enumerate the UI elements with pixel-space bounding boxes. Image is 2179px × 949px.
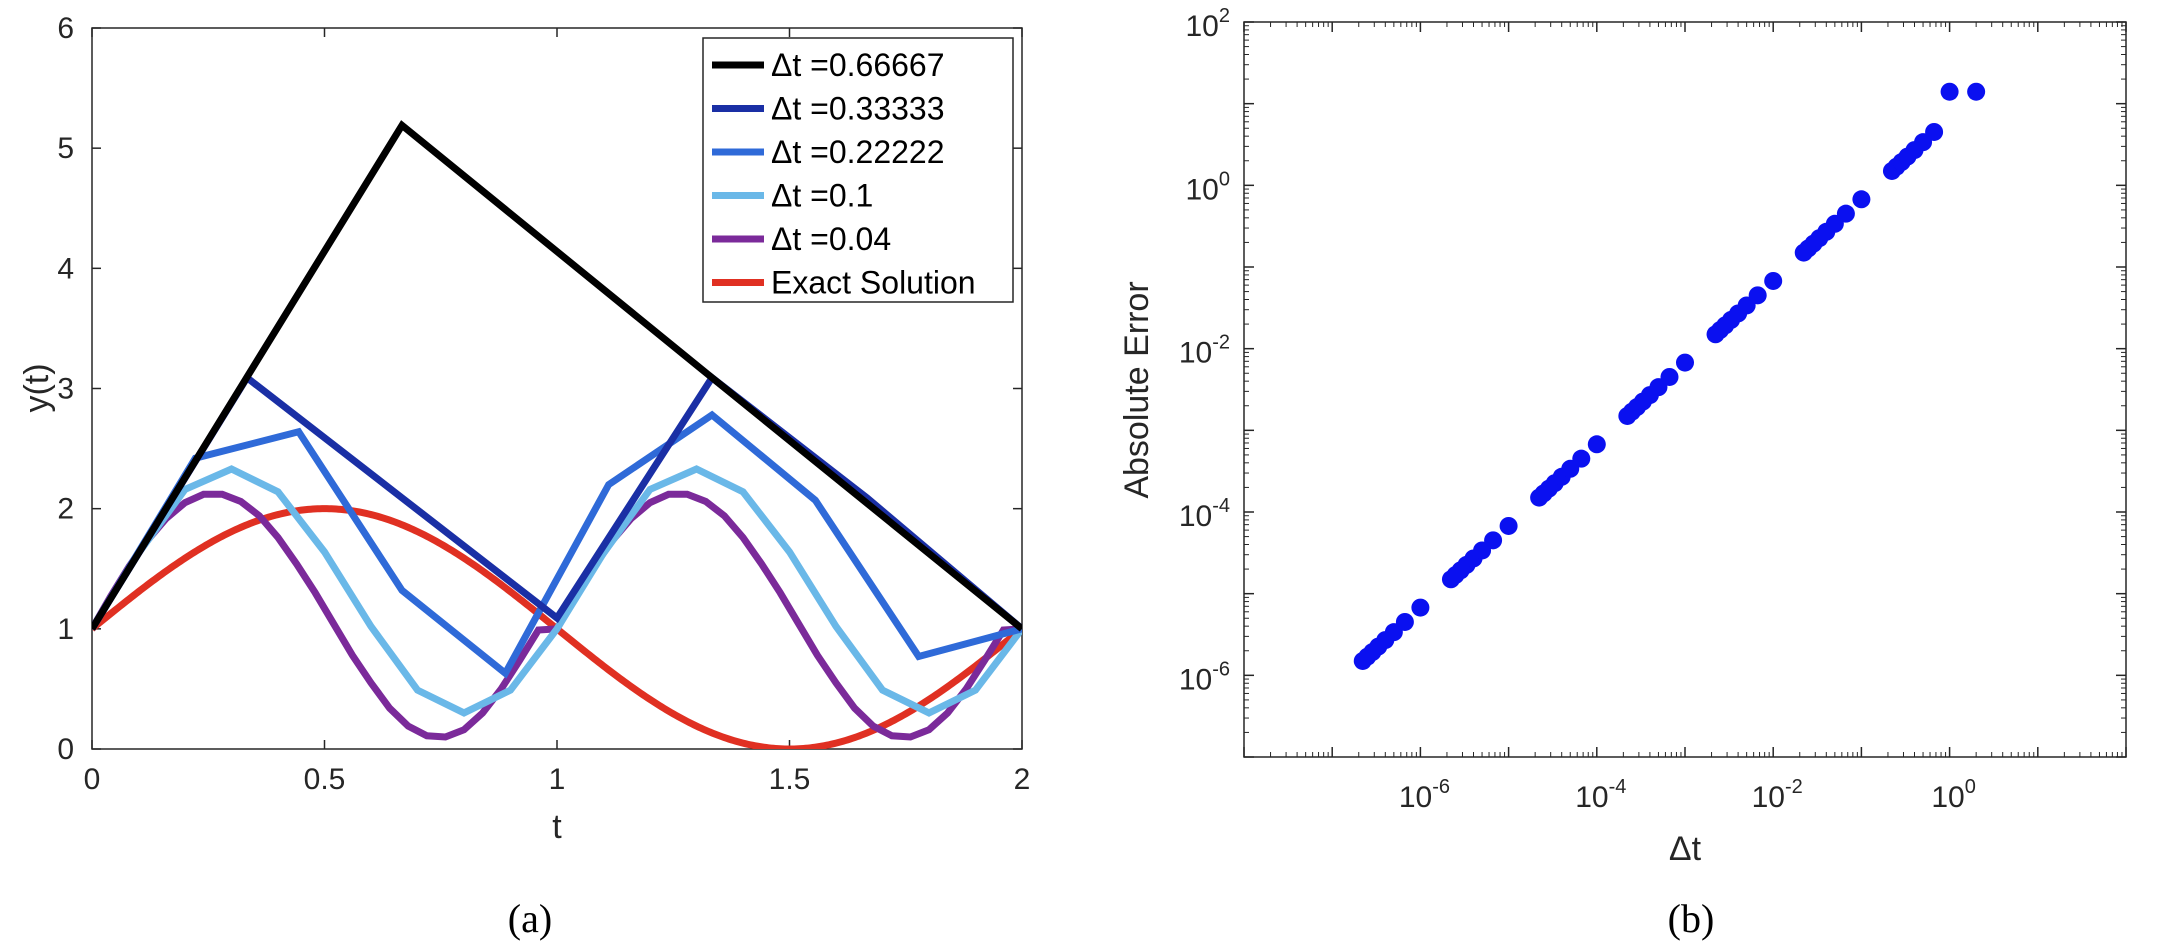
y-tick-label: 10-2 — [1179, 332, 1230, 370]
panel-a-ticks: 0 0.5 1 1.5 2 0 1 2 3 4 5 6 — [57, 12, 1030, 796]
tick-base: 10 — [1931, 781, 1964, 814]
scatter-point — [1967, 82, 1986, 101]
series-line--t-0-66667 — [92, 120, 1022, 632]
y-tick-label: 2 — [57, 493, 74, 526]
scatter-point — [1499, 516, 1518, 535]
y-tick-label: 10-4 — [1179, 495, 1230, 533]
y-tick-label: 3 — [57, 373, 74, 406]
tick-exponent: 0 — [1219, 168, 1230, 190]
panel-b-x-axis-label: Δt — [1669, 830, 1702, 868]
y-tick-label: 5 — [57, 132, 74, 165]
y-tick-label: 100 — [1186, 168, 1231, 206]
tick-base: 10 — [1752, 781, 1785, 814]
x-tick-label: 2 — [1014, 763, 1031, 796]
scatter-point — [1411, 598, 1430, 617]
panel-a-legend: Δt =0.66667 Δt =0.33333 Δt =0.22222 Δt =0.1… — [702, 37, 1014, 303]
y-tick-label: 0 — [57, 733, 74, 766]
scatter-point — [1484, 531, 1503, 550]
tick-base: 10 — [1179, 663, 1212, 696]
panel-a-caption: (a) — [508, 896, 552, 941]
legend-label: Δt =0.66667 — [771, 47, 945, 83]
x-tick-label: 10-6 — [1399, 776, 1450, 814]
legend-label: Δt =0.04 — [771, 221, 891, 257]
tick-exponent: -6 — [1432, 776, 1450, 798]
tick-base: 10 — [1186, 173, 1219, 206]
scatter-point — [1748, 286, 1767, 305]
x-tick-label: 1.5 — [769, 763, 811, 796]
x-tick-label: 10-2 — [1752, 776, 1803, 814]
scatter-point — [1587, 435, 1606, 454]
x-tick-label: 100 — [1931, 776, 1976, 814]
tick-base: 10 — [1575, 781, 1608, 814]
panel-a-series — [92, 120, 1022, 749]
tick-exponent: -4 — [1609, 776, 1627, 798]
y-tick-label: 1 — [57, 613, 74, 646]
tick-exponent: -2 — [1785, 776, 1803, 798]
x-tick-label: 0 — [84, 763, 101, 796]
tick-exponent: -4 — [1212, 495, 1230, 517]
panel-a-x-axis-label: t — [552, 808, 562, 846]
legend-label: Δt =0.22222 — [771, 134, 945, 170]
scatter-point — [1764, 271, 1783, 290]
legend-label: Δt =0.33333 — [771, 91, 945, 127]
y-tick-label: 4 — [57, 252, 74, 285]
x-tick-label: 10-4 — [1575, 776, 1626, 814]
panel-b-points — [1353, 82, 1986, 670]
panel-a-y-axis-label: y(t) — [18, 363, 56, 412]
legend-label: Δt =0.1 — [771, 178, 873, 214]
x-tick-label: 1 — [549, 763, 566, 796]
tick-exponent: -6 — [1212, 658, 1230, 680]
series-line--t-0-1 — [92, 465, 1022, 717]
scatter-point — [1572, 449, 1591, 468]
panel-b-caption: (b) — [1668, 896, 1715, 941]
scatter-point — [1852, 190, 1871, 209]
scatter-point — [1940, 82, 1959, 101]
tick-exponent: 0 — [1965, 776, 1976, 798]
legend-box — [702, 37, 1014, 303]
legend-label: Exact Solution — [771, 265, 976, 301]
x-tick-label: 0.5 — [304, 763, 346, 796]
tick-exponent: -2 — [1212, 332, 1230, 354]
tick-base: 10 — [1186, 10, 1219, 43]
scatter-point — [1925, 122, 1944, 141]
series-line--t-0-22222 — [92, 410, 1022, 679]
tick-base: 10 — [1399, 781, 1432, 814]
y-tick-label: 6 — [57, 12, 74, 45]
tick-exponent: 2 — [1219, 5, 1230, 27]
scatter-point — [1836, 204, 1855, 223]
y-tick-label: 102 — [1186, 5, 1231, 43]
y-tick-label: 10-6 — [1179, 658, 1230, 696]
scatter-point — [1676, 353, 1694, 372]
scatter-point — [1395, 612, 1414, 631]
scatter-point — [1660, 367, 1679, 386]
tick-base: 10 — [1179, 337, 1212, 370]
tick-base: 10 — [1179, 500, 1212, 533]
panel-b-y-axis-label: Absolute Error — [1118, 281, 1156, 498]
